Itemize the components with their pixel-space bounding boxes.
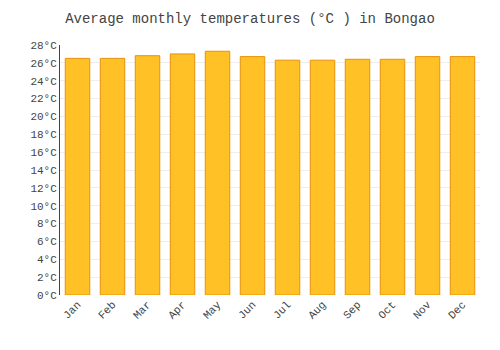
svg-text:May: May <box>201 299 224 322</box>
svg-text:Mar: Mar <box>131 299 153 321</box>
svg-text:2°C: 2°C <box>37 272 57 284</box>
svg-text:Feb: Feb <box>96 299 118 321</box>
svg-text:8°C: 8°C <box>37 218 57 230</box>
svg-text:24°C: 24°C <box>30 76 57 88</box>
svg-text:22°C: 22°C <box>30 93 57 105</box>
svg-text:18°C: 18°C <box>30 129 57 141</box>
svg-text:4°C: 4°C <box>37 254 57 266</box>
svg-text:Average monthly temperatures (: Average monthly temperatures (°C ) in Bo… <box>65 11 435 27</box>
svg-text:20°C: 20°C <box>30 111 57 123</box>
svg-text:Apr: Apr <box>166 299 188 321</box>
svg-text:Dec: Dec <box>446 299 468 321</box>
svg-text:Nov: Nov <box>411 299 434 322</box>
svg-text:14°C: 14°C <box>30 165 57 177</box>
svg-text:Oct: Oct <box>376 299 398 321</box>
svg-text:Jun: Jun <box>236 299 258 321</box>
svg-text:Jan: Jan <box>61 299 83 321</box>
svg-text:6°C: 6°C <box>37 236 57 248</box>
svg-text:26°C: 26°C <box>30 58 57 70</box>
svg-text:0°C: 0°C <box>37 290 57 302</box>
svg-text:12°C: 12°C <box>30 183 57 195</box>
svg-text:28°C: 28°C <box>30 40 57 52</box>
svg-text:Jul: Jul <box>271 299 293 321</box>
svg-text:10°C: 10°C <box>30 201 57 213</box>
svg-text:16°C: 16°C <box>30 147 57 159</box>
svg-text:Sep: Sep <box>341 299 363 321</box>
svg-text:Aug: Aug <box>306 299 328 321</box>
